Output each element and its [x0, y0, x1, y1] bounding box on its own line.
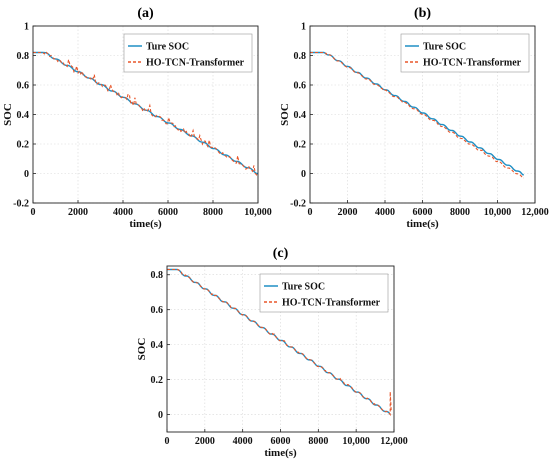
y-tick-label: 0.2 — [294, 140, 307, 151]
x-tick-label: 2000 — [68, 207, 88, 218]
x-tick-label: 8000 — [203, 207, 223, 218]
x-tick-label: 6000 — [271, 436, 291, 447]
y-tick-label: 0.4 — [151, 340, 164, 351]
legend-box — [400, 33, 530, 73]
y-axis-label: SOC — [2, 103, 14, 126]
chart-panel-2: (b)0 2000 4000 6000 8000 10,000 12,000-0.200.2… — [279, 6, 549, 230]
y-tick-label: 0.2 — [17, 140, 30, 151]
legend: Ture SOC HO-TCN-Transformer — [400, 33, 530, 73]
x-tick-label: 10,000 — [484, 207, 512, 218]
x-axis-label: time(s) — [129, 218, 162, 230]
y-tick-label: -0.2 — [13, 199, 29, 210]
x-tick-label: 4000 — [233, 436, 253, 447]
y-tick-label: 0.4 — [17, 110, 30, 121]
y-tick-label: 0 — [301, 169, 306, 180]
y-tick-label: 0.6 — [294, 81, 307, 92]
x-tick-label: 6000 — [158, 207, 178, 218]
y-tick-label: 0.8 — [294, 51, 307, 62]
x-tick-label: 2000 — [338, 207, 358, 218]
y-tick-label: 0 — [24, 169, 29, 180]
x-tick-label: 4000 — [113, 207, 133, 218]
x-tick-label: 0 — [308, 207, 313, 218]
x-axis-label: time(s) — [406, 218, 439, 230]
x-tick-label: 10,000 — [244, 207, 272, 218]
panel-label: (a) — [137, 6, 154, 21]
legend-box — [259, 273, 389, 313]
legend: Ture SOC HO-TCN-Transformer — [259, 273, 389, 313]
series-line-prediction — [167, 268, 392, 417]
x-tick-label: 0 — [31, 207, 36, 218]
y-tick-label: 1 — [301, 22, 306, 33]
x-tick-label: 10,000 — [342, 436, 370, 447]
legend-entry: HO-TCN-Transformer — [423, 58, 522, 69]
y-tick-label: 0.8 — [151, 270, 164, 281]
series-line-prediction — [310, 51, 524, 179]
legend-entry: HO-TCN-Transformer — [282, 298, 381, 309]
x-tick-label: 8000 — [450, 207, 470, 218]
chart-panel-1: (a)0 2000 4000 6000 8000 10,000-0.200.20.40.6… — [2, 6, 272, 230]
legend: Ture SOC HO-TCN-Transformer — [123, 33, 253, 73]
x-tick-label: 12,000 — [380, 436, 408, 447]
chart-panel-3: (c) 0 2000 4000 6000 8000 10,000 12,000 0 0.2 0.4 0… — [136, 246, 408, 459]
legend-entry: Ture SOC — [282, 282, 325, 293]
legend-entry: Ture SOC — [423, 42, 466, 53]
y-tick-label: 1 — [24, 22, 29, 33]
panel-label: (b) — [414, 6, 431, 21]
y-tick-label: 0 — [158, 410, 163, 421]
y-axis-label: SOC — [136, 338, 148, 361]
panel-label: (c) — [273, 246, 289, 261]
x-tick-label: 0 — [165, 436, 170, 447]
y-tick-label: 0.6 — [151, 305, 164, 316]
y-tick-label: 0.8 — [17, 51, 30, 62]
y-tick-label: -0.2 — [290, 199, 306, 210]
x-tick-label: 8000 — [308, 436, 328, 447]
legend-entry: Ture SOC — [146, 42, 189, 53]
x-tick-label: 4000 — [375, 207, 395, 218]
y-tick-label: 0.6 — [17, 81, 30, 92]
legend-entry: HO-TCN-Transformer — [146, 58, 245, 69]
x-tick-label: 12,000 — [521, 207, 549, 218]
y-axis-label: SOC — [279, 103, 291, 126]
x-tick-label: 6000 — [413, 207, 433, 218]
legend-box — [123, 33, 253, 73]
y-tick-label: 0.2 — [151, 375, 164, 386]
x-axis-label: time(s) — [264, 447, 297, 459]
y-tick-label: 0.4 — [294, 110, 307, 121]
x-tick-label: 2000 — [195, 436, 215, 447]
